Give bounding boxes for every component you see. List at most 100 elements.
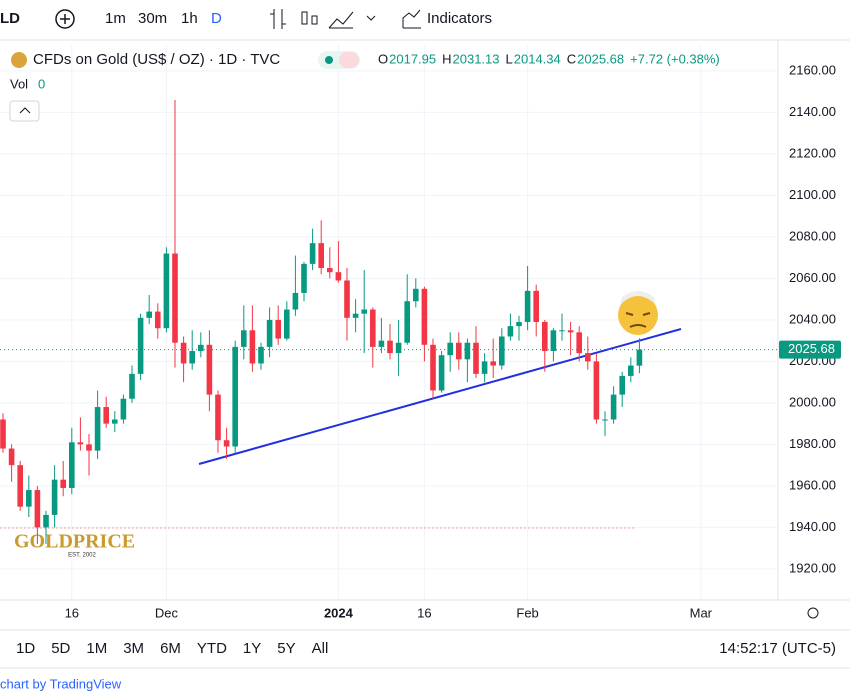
- y-tick-label: 2080.00: [789, 228, 836, 243]
- price-change: +7.72 (+0.38%): [630, 51, 720, 66]
- x-tick-label: 2024: [324, 605, 354, 620]
- candle-body: [146, 311, 152, 318]
- candle-body: [327, 268, 333, 273]
- candle-body: [43, 514, 49, 528]
- candle-body: [189, 351, 195, 364]
- candle-body: [77, 442, 84, 445]
- range-button[interactable]: 5Y: [277, 640, 295, 657]
- candle-body: [249, 330, 256, 364]
- candle-body: [550, 330, 557, 352]
- candle-body: [421, 288, 428, 345]
- candle-body: [344, 280, 350, 318]
- volume-value: 0: [38, 76, 45, 91]
- candle-body: [370, 309, 376, 347]
- interval[interactable]: 1h: [181, 10, 198, 27]
- candle-body: [335, 272, 342, 281]
- range-button[interactable]: 1D: [16, 640, 35, 657]
- add-symbol[interactable]: [55, 9, 75, 29]
- credit[interactable]: chart by TradingView: [0, 676, 122, 691]
- y-tick-label: 1980.00: [789, 436, 836, 451]
- candle-body: [430, 344, 436, 391]
- ohlc-value: 2031.13: [453, 51, 500, 66]
- candle-body: [120, 398, 127, 420]
- candle-body: [301, 263, 307, 293]
- candle-body: [490, 361, 496, 366]
- candle-body: [602, 419, 608, 421]
- candle-body: [8, 448, 15, 466]
- candle-body: [576, 332, 582, 354]
- settings-icon[interactable]: [807, 607, 819, 619]
- candle-body: [206, 344, 213, 395]
- candle-body: [378, 340, 385, 347]
- candle-body: [275, 319, 281, 339]
- candle-body: [507, 326, 514, 337]
- candle-body: [17, 465, 23, 507]
- candle-body: [499, 336, 505, 366]
- ohlc-value: 2014.34: [514, 51, 561, 66]
- status-dot: [325, 56, 333, 64]
- ohlc-letter: O: [378, 51, 388, 66]
- range-button[interactable]: 1Y: [243, 640, 261, 657]
- last-price-tag: [779, 340, 841, 359]
- symbol[interactable]: LD: [0, 10, 20, 27]
- y-tick-label: 2160.00: [789, 62, 836, 77]
- candle-body: [69, 442, 75, 488]
- interval[interactable]: D: [211, 10, 222, 27]
- range-button[interactable]: 3M: [123, 640, 144, 657]
- candle-body: [60, 479, 66, 488]
- candle-body: [542, 321, 548, 352]
- range-button[interactable]: All: [312, 640, 329, 657]
- interval[interactable]: 30m: [138, 10, 167, 27]
- range-button[interactable]: 6M: [160, 640, 181, 657]
- y-tick-label: 2140.00: [789, 104, 836, 119]
- ohlc-value: 2017.95: [389, 51, 436, 66]
- candle-body: [352, 313, 359, 318]
- candle-body: [533, 290, 539, 322]
- candle-body: [318, 243, 324, 269]
- indicators-button[interactable]: Indicators: [427, 10, 492, 27]
- candle-body: [593, 361, 600, 420]
- toolbar-icons[interactable]: [270, 9, 421, 29]
- y-tick-label: 1960.00: [789, 477, 836, 492]
- x-tick-label: Mar: [690, 605, 713, 620]
- collapse-button[interactable]: [9, 100, 40, 122]
- interval[interactable]: 1m: [105, 10, 126, 27]
- last-price-label: 2025.68: [788, 341, 835, 356]
- range-button[interactable]: 5D: [51, 640, 70, 657]
- candle-body: [404, 301, 410, 343]
- range-button[interactable]: YTD: [197, 640, 227, 657]
- candle-body: [438, 355, 445, 391]
- y-tick-label: 2100.00: [789, 187, 836, 202]
- candle-body: [198, 344, 204, 352]
- y-tick-label: 2120.00: [789, 145, 836, 160]
- candle-body: [610, 394, 617, 420]
- logo-est: EST. 2002: [68, 553, 96, 559]
- chart-title: CFDs on Gold (US$ / OZ) · 1D · TVC: [33, 51, 280, 68]
- candle-body: [636, 349, 643, 366]
- range-button[interactable]: 1M: [86, 640, 107, 657]
- candle-body: [413, 288, 419, 302]
- x-tick-label: Feb: [516, 605, 538, 620]
- candle-body: [447, 342, 453, 356]
- candle-body: [258, 346, 264, 364]
- x-tick-label: 16: [417, 605, 431, 620]
- candle-body: [516, 321, 522, 327]
- candle-body: [266, 319, 273, 347]
- candle-body: [628, 365, 634, 376]
- candle-body: [223, 440, 230, 447]
- candle-body: [180, 342, 187, 364]
- volume-label: Vol: [10, 76, 28, 91]
- candle-body: [112, 419, 118, 424]
- logo: GOLDPRICE: [14, 531, 135, 553]
- symbol-icon: [11, 52, 27, 68]
- candle-body: [309, 243, 316, 264]
- candle-body: [172, 253, 178, 343]
- clock: 14:52:17 (UTC-5): [719, 640, 836, 657]
- ohlc-letter: C: [567, 51, 576, 66]
- candle-body: [585, 353, 591, 362]
- y-tick-label: 1920.00: [789, 560, 836, 575]
- candle-body: [361, 309, 367, 314]
- candle-body: [0, 419, 6, 449]
- candle-body: [619, 375, 625, 395]
- candle-body: [559, 330, 565, 332]
